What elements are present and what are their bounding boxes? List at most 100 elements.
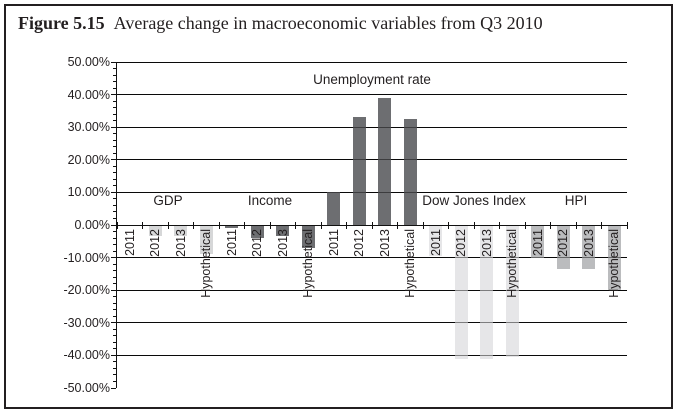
x-axis-label: Hypothetical: [607, 229, 622, 298]
y-axis-minor-tick: [113, 152, 116, 154]
x-axis-label: 2013: [173, 229, 188, 257]
y-axis-label: -20.00%: [63, 283, 110, 298]
y-axis-minor-tick: [113, 361, 116, 363]
y-axis-minor-tick: [113, 380, 116, 382]
y-axis-major-tick: [111, 94, 116, 96]
y-axis-minor-tick: [113, 165, 116, 167]
bar-dow-jones-index-hypothetical: [505, 225, 519, 358]
gridline-overlay: [117, 257, 627, 259]
y-axis-major-tick: [111, 289, 116, 291]
series-label-dow-jones-index: Dow Jones Index: [422, 193, 526, 208]
bar-dow-jones-index-2011: [429, 225, 443, 256]
bar-income-2013: [276, 225, 290, 237]
x-axis-tick: [575, 222, 577, 229]
y-axis-minor-tick: [113, 296, 116, 298]
x-axis-tick: [601, 222, 602, 229]
x-axis-label: Hypothetical: [301, 229, 316, 298]
x-axis-tick: [320, 222, 322, 229]
y-axis-minor-tick: [113, 68, 116, 70]
x-axis-tick: [244, 222, 245, 229]
y-axis-minor-tick: [113, 270, 116, 272]
y-axis-minor-tick: [113, 178, 116, 180]
y-axis-minor-tick: [113, 81, 116, 83]
gridline: [117, 257, 627, 259]
bar-gdp-2013: [174, 225, 188, 237]
series-label-income: Income: [247, 193, 293, 208]
x-axis-label: Hypothetical: [505, 229, 520, 298]
y-axis-minor-tick: [113, 250, 116, 252]
x-axis-tick: [346, 222, 347, 229]
bar-hpi-2013: [582, 225, 596, 269]
y-axis-major-tick: [111, 159, 116, 161]
bar-income-2011: [225, 225, 239, 229]
x-axis-tick: [167, 222, 169, 229]
bar-hpi-2011: [531, 225, 545, 258]
x-axis-label: 2013: [581, 229, 596, 257]
x-axis-tick: [371, 222, 373, 229]
bar-unemployment-rate-2013: [378, 97, 392, 225]
x-axis-label: 2011: [428, 229, 443, 256]
series-label-gdp: GDP: [153, 193, 183, 208]
y-axis-minor-tick: [113, 133, 116, 135]
gridline-overlay: [117, 191, 627, 193]
x-axis-label: 2012: [556, 229, 571, 257]
y-axis-minor-tick: [113, 276, 116, 278]
y-axis-label: 0.00%: [74, 218, 110, 232]
y-axis-label: -40.00%: [63, 348, 110, 363]
y-axis-minor-tick: [113, 348, 116, 350]
y-axis-minor-tick: [113, 315, 116, 317]
series-label-unemployment-rate: Unemployment rate: [313, 72, 431, 87]
y-axis-label: 10.00%: [67, 185, 110, 200]
y-axis-minor-tick: [113, 185, 116, 187]
y-axis-label: 50.00%: [67, 55, 110, 69]
y-axis-major-tick: [111, 61, 116, 63]
y-axis-major-tick: [111, 126, 116, 128]
x-axis-tick: [473, 222, 475, 229]
y-axis-minor-tick: [113, 309, 116, 311]
y-axis-minor-tick: [113, 204, 116, 206]
x-axis-label: 2013: [275, 229, 290, 257]
gridline: [117, 94, 627, 96]
y-axis-minor-tick: [113, 217, 116, 219]
x-axis-tick: [626, 222, 628, 229]
x-axis-label: Hypothetical: [403, 229, 418, 298]
y-axis-minor-tick: [113, 172, 116, 174]
y-axis-minor-tick: [113, 198, 116, 200]
x-axis-tick: [269, 222, 271, 229]
gridline-overlay: [117, 289, 627, 291]
bar-unemployment-rate-hypothetical: [403, 119, 417, 225]
x-axis-label: 2011: [530, 229, 545, 256]
y-axis-minor-tick: [113, 244, 116, 246]
y-axis-minor-tick: [113, 263, 116, 265]
x-axis-label: 2011: [122, 229, 137, 256]
y-axis-major-tick: [111, 354, 116, 356]
x-axis-tick: [142, 222, 143, 229]
y-axis-minor-tick: [113, 107, 116, 109]
y-axis-major-tick: [111, 257, 116, 259]
bar-income-2012: [250, 225, 264, 239]
gridline: [117, 354, 627, 356]
x-axis-tick: [295, 222, 296, 229]
gridline-overlay: [117, 322, 627, 324]
x-axis-label: 2012: [148, 229, 163, 257]
bar-hpi-2012: [556, 225, 570, 269]
y-axis-minor-tick: [113, 283, 116, 285]
gridline-overlay: [117, 61, 627, 63]
y-axis-minor-tick: [113, 335, 116, 337]
y-axis-label: 40.00%: [67, 87, 110, 102]
y-axis-minor-tick: [113, 74, 116, 76]
y-axis-minor-tick: [113, 328, 116, 330]
y-axis-label: 20.00%: [67, 152, 110, 167]
y-axis-label: -50.00%: [63, 381, 110, 395]
y-axis-minor-tick: [113, 120, 116, 122]
series-label-hpi: HPI: [564, 193, 588, 208]
figure-title: Figure 5.15 Average change in macroeconom…: [18, 11, 658, 35]
bar-gdp-hypothetical: [199, 225, 213, 255]
gridline: [117, 322, 627, 324]
y-axis-label: -30.00%: [63, 315, 110, 330]
bar-gdp-2012: [148, 225, 162, 237]
gridline: [117, 289, 627, 291]
y-axis-minor-tick: [113, 139, 116, 141]
y-axis-minor-tick: [113, 367, 116, 369]
x-axis-tick: [116, 222, 118, 229]
